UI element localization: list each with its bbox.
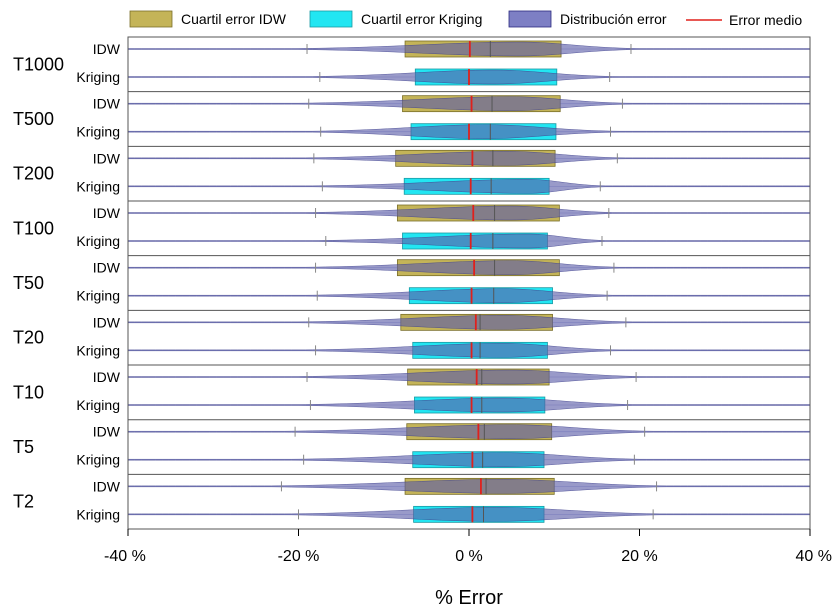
violin-kriging — [127, 343, 811, 358]
method-label-idw: IDW — [93, 41, 121, 57]
legend-label-iqr-kriging: Cuartil error Kriging — [361, 11, 482, 27]
group-label: T10 — [13, 382, 44, 402]
method-label-idw: IDW — [93, 424, 121, 440]
group-label: T2 — [13, 492, 34, 512]
legend-label-mean: Error medio — [729, 12, 802, 28]
method-label-kriging: Kriging — [76, 397, 120, 413]
method-label-idw: IDW — [93, 369, 121, 385]
method-label-idw: IDW — [93, 96, 121, 112]
violin-idw — [127, 151, 811, 166]
group-label: T500 — [13, 109, 54, 129]
panel-t10: T10 IDW Kriging — [13, 364, 811, 414]
method-label-kriging: Kriging — [76, 233, 120, 249]
violin-idw — [127, 479, 811, 494]
violin-idw — [127, 205, 811, 221]
violin-kriging — [127, 233, 811, 249]
legend-swatch-distribution — [508, 10, 552, 28]
group-label: T1000 — [13, 54, 64, 74]
panel-t500: T500 IDW Kriging — [13, 91, 811, 141]
group-label: T50 — [13, 273, 44, 293]
panel-t5: T5 IDW Kriging — [13, 419, 811, 469]
group-label: T5 — [13, 437, 34, 457]
panel-t1000: T1000 IDW Kriging — [13, 40, 811, 86]
chart-panels: T1000 IDW Kriging T500 IDW Kriging T200 IDW Krig… — [13, 40, 811, 523]
violin-idw — [127, 96, 811, 111]
legend-swatch-iqr-kriging — [309, 10, 353, 28]
method-label-kriging: Kriging — [76, 69, 120, 85]
violin-idw — [127, 424, 811, 439]
x-tick-label: 0 % — [455, 548, 483, 565]
panel-t2: T2 IDW Kriging — [13, 473, 811, 523]
legend-label-distribution: Distribución error — [560, 11, 667, 27]
method-label-idw: IDW — [93, 314, 121, 330]
x-axis-title: % Error — [435, 587, 503, 607]
method-label-kriging: Kriging — [76, 506, 120, 522]
chart-legend: Cuartil error IDW Cuartil error Kriging … — [129, 10, 802, 28]
method-label-kriging: Kriging — [76, 452, 120, 468]
method-label-kriging: Kriging — [76, 124, 120, 140]
violin-kriging — [127, 452, 811, 467]
x-axis: -40 % -20 % 0 % 20 % 40 % — [104, 529, 832, 565]
method-label-idw: IDW — [93, 260, 121, 276]
violin-kriging — [127, 288, 811, 303]
legend-swatch-iqr-idw — [129, 10, 173, 28]
violin-kriging — [127, 507, 811, 522]
x-tick-label: -40 % — [104, 548, 146, 565]
method-label-kriging: Kriging — [76, 342, 120, 358]
method-label-idw: IDW — [93, 205, 121, 221]
x-tick-label: 40 % — [796, 548, 832, 565]
panel-t100: T100 IDW Kriging — [13, 200, 811, 250]
method-label-kriging: Kriging — [76, 178, 120, 194]
group-label: T20 — [13, 328, 44, 348]
legend-label-iqr-idw: Cuartil error IDW — [181, 11, 287, 27]
violin-kriging — [127, 179, 811, 194]
violin-idw — [127, 260, 811, 275]
panel-t50: T50 IDW Kriging — [13, 255, 811, 305]
panel-t20: T20 IDW Kriging — [13, 309, 811, 359]
panel-t200: T200 IDW Kriging — [13, 145, 811, 195]
method-label-idw: IDW — [93, 478, 121, 494]
method-label-idw: IDW — [93, 150, 121, 166]
method-label-kriging: Kriging — [76, 288, 120, 304]
violin-kriging — [127, 397, 811, 413]
group-label: T100 — [13, 218, 54, 238]
x-tick-label: 20 % — [621, 548, 657, 565]
violin-idw — [127, 369, 811, 385]
x-tick-label: -20 % — [278, 548, 320, 565]
group-label: T200 — [13, 164, 54, 184]
violin-idw — [127, 315, 811, 330]
